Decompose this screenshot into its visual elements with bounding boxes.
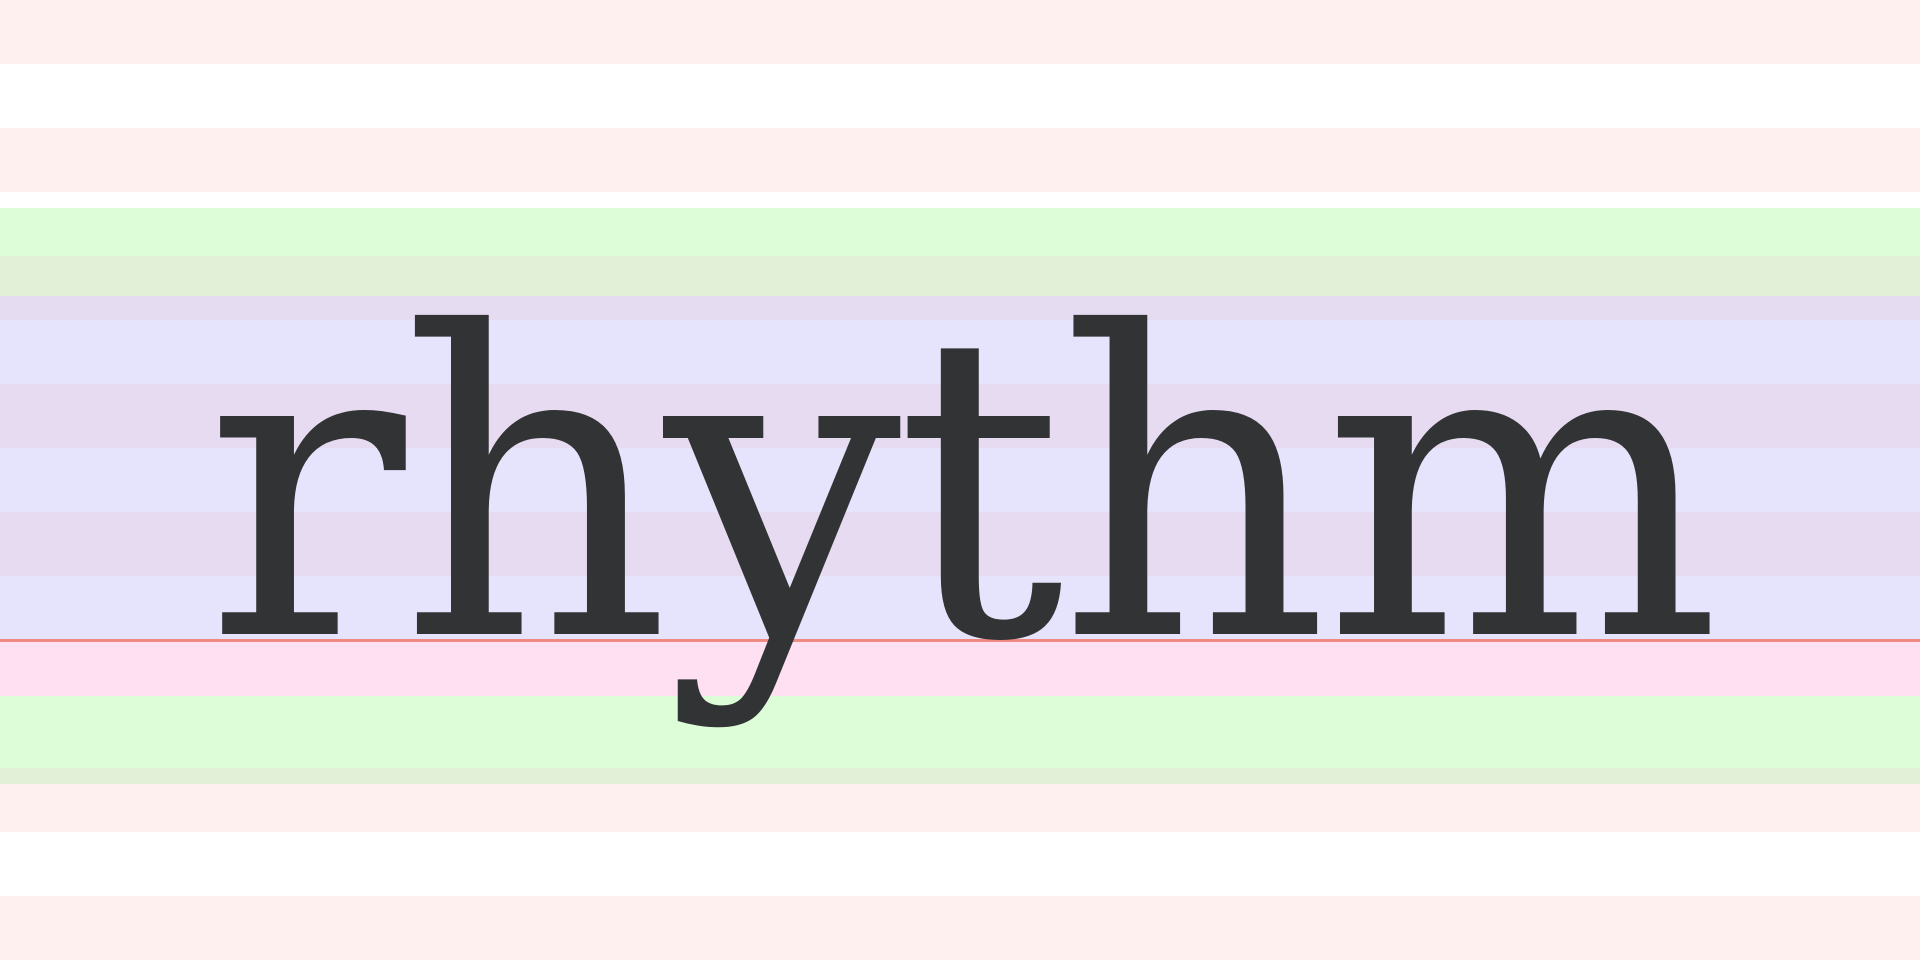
x-height-zone — [0, 576, 1920, 640]
ascender-zone — [0, 208, 1920, 256]
descender-zone — [0, 696, 1920, 768]
ascender-overlap-zone — [0, 256, 1920, 296]
rhythm-stripe — [0, 896, 1920, 960]
x-height-zone — [0, 320, 1920, 384]
descender-overlap-zone — [0, 768, 1920, 784]
x-height-overlap-zone — [0, 384, 1920, 448]
rhythm-stripe — [0, 64, 1920, 128]
descender-top-zone — [0, 640, 1920, 696]
rhythm-stripe — [0, 128, 1920, 192]
rhythm-stripe — [0, 832, 1920, 896]
x-height-zone — [0, 448, 1920, 512]
baseline-line — [0, 639, 1920, 642]
specimen-word: rhythm — [204, 245, 1721, 734]
cap-overlap-zone — [0, 296, 1920, 320]
rhythm-stripe — [0, 0, 1920, 64]
x-height-overlap-zone — [0, 512, 1920, 576]
rhythm-stripe — [0, 192, 1920, 208]
rhythm-stripe — [0, 784, 1920, 832]
